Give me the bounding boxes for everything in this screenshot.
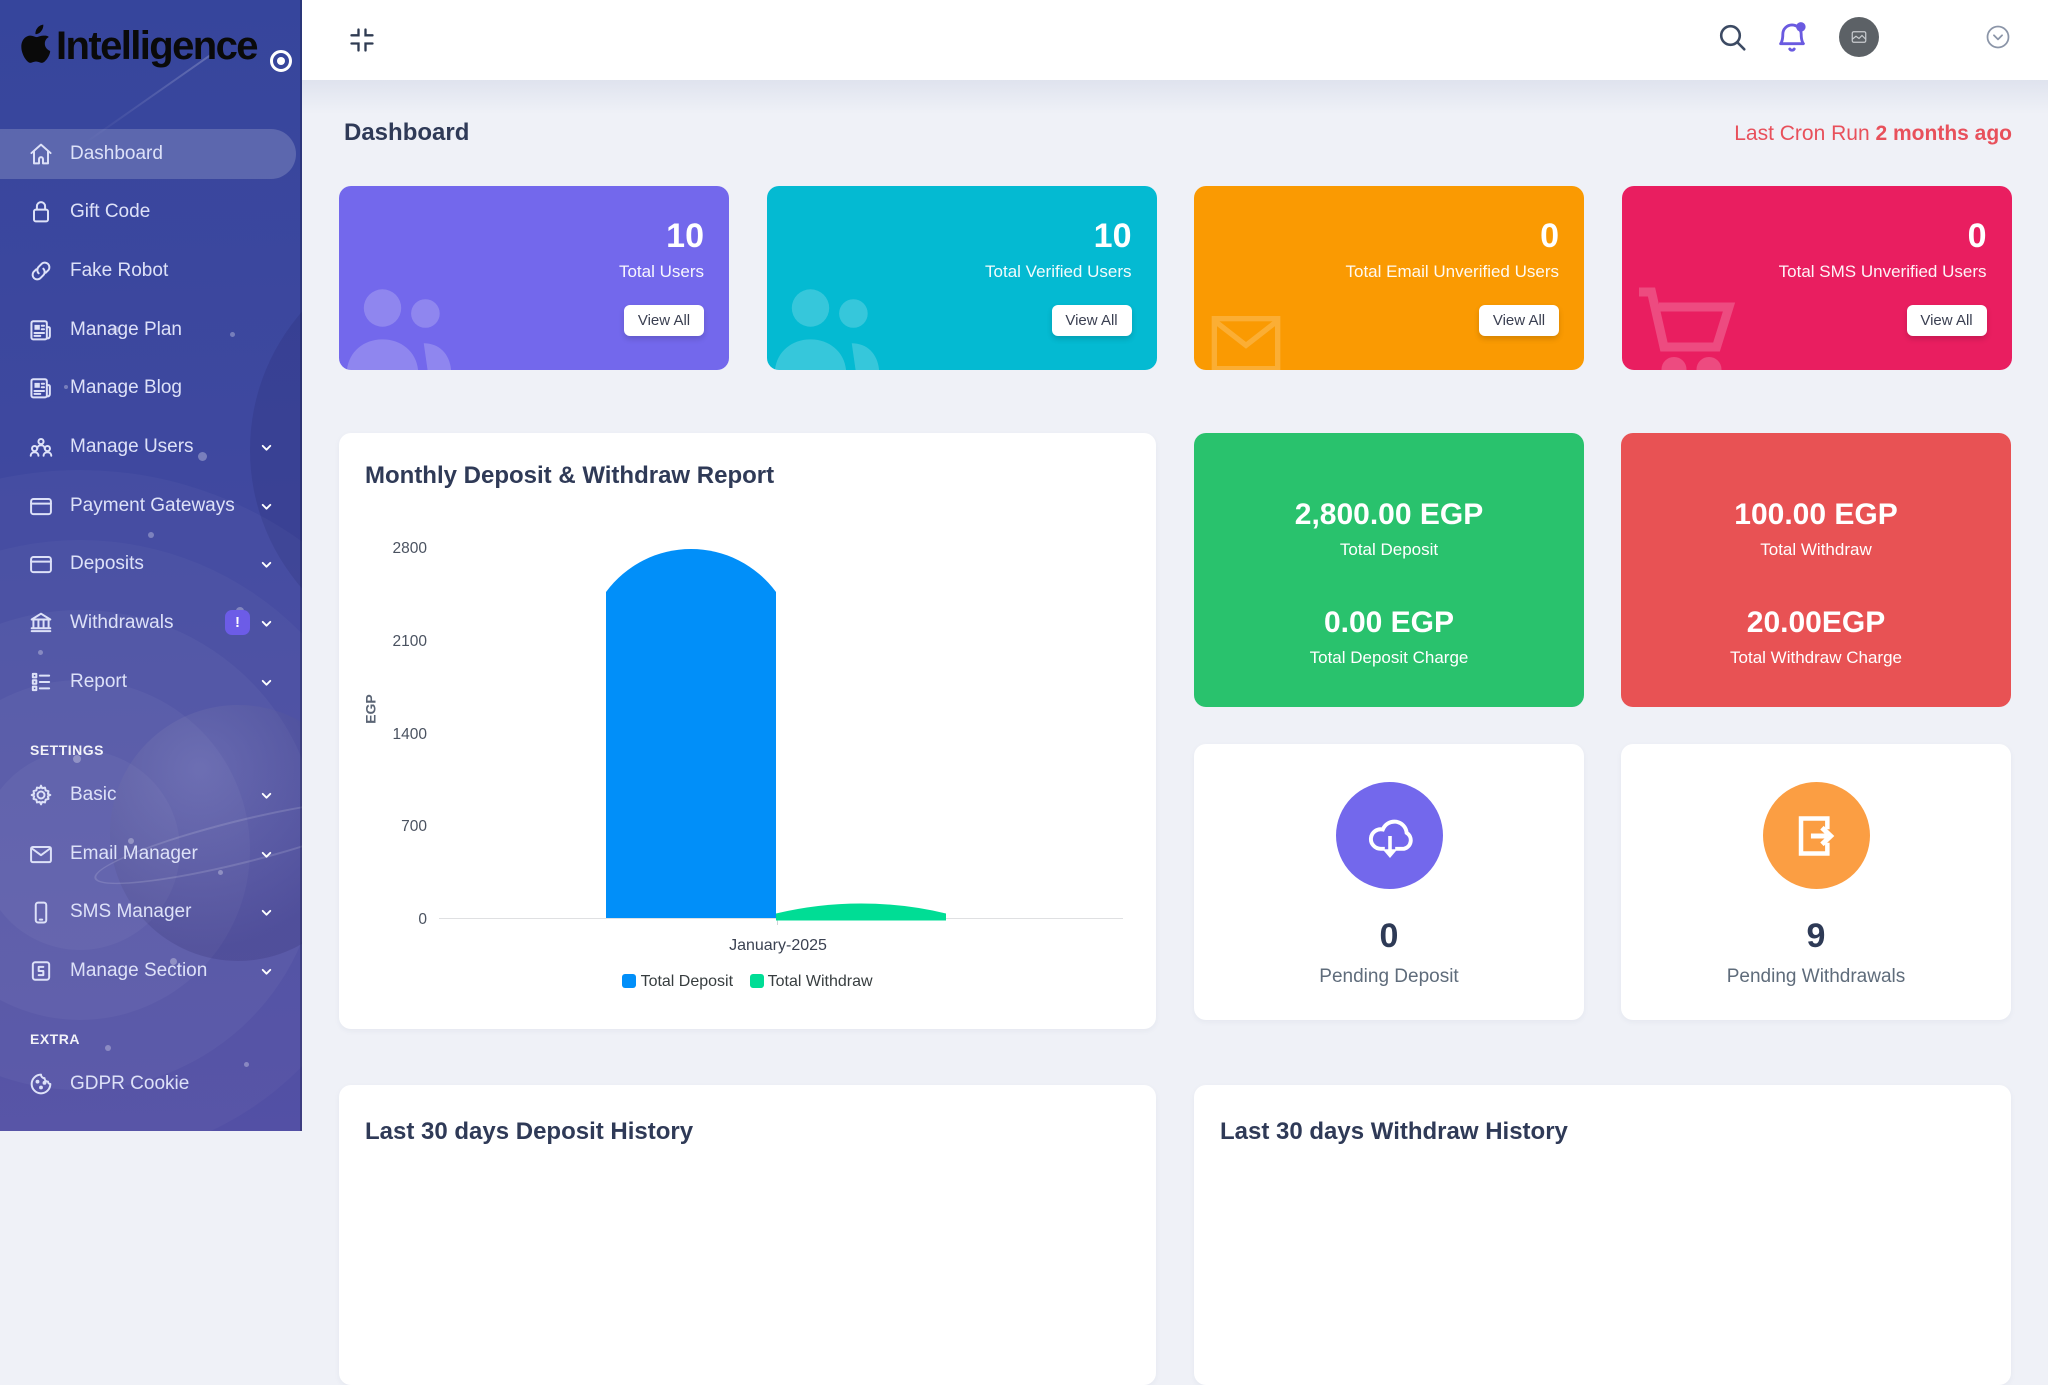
svg-text:EGP: EGP (363, 694, 379, 724)
svg-text:2800: 2800 (393, 540, 428, 557)
svg-text:700: 700 (401, 818, 427, 835)
svg-text:1400: 1400 (393, 726, 428, 743)
svg-text:2100: 2100 (393, 633, 428, 650)
svg-text:January-2025: January-2025 (729, 937, 827, 954)
svg-text:0: 0 (418, 911, 427, 928)
